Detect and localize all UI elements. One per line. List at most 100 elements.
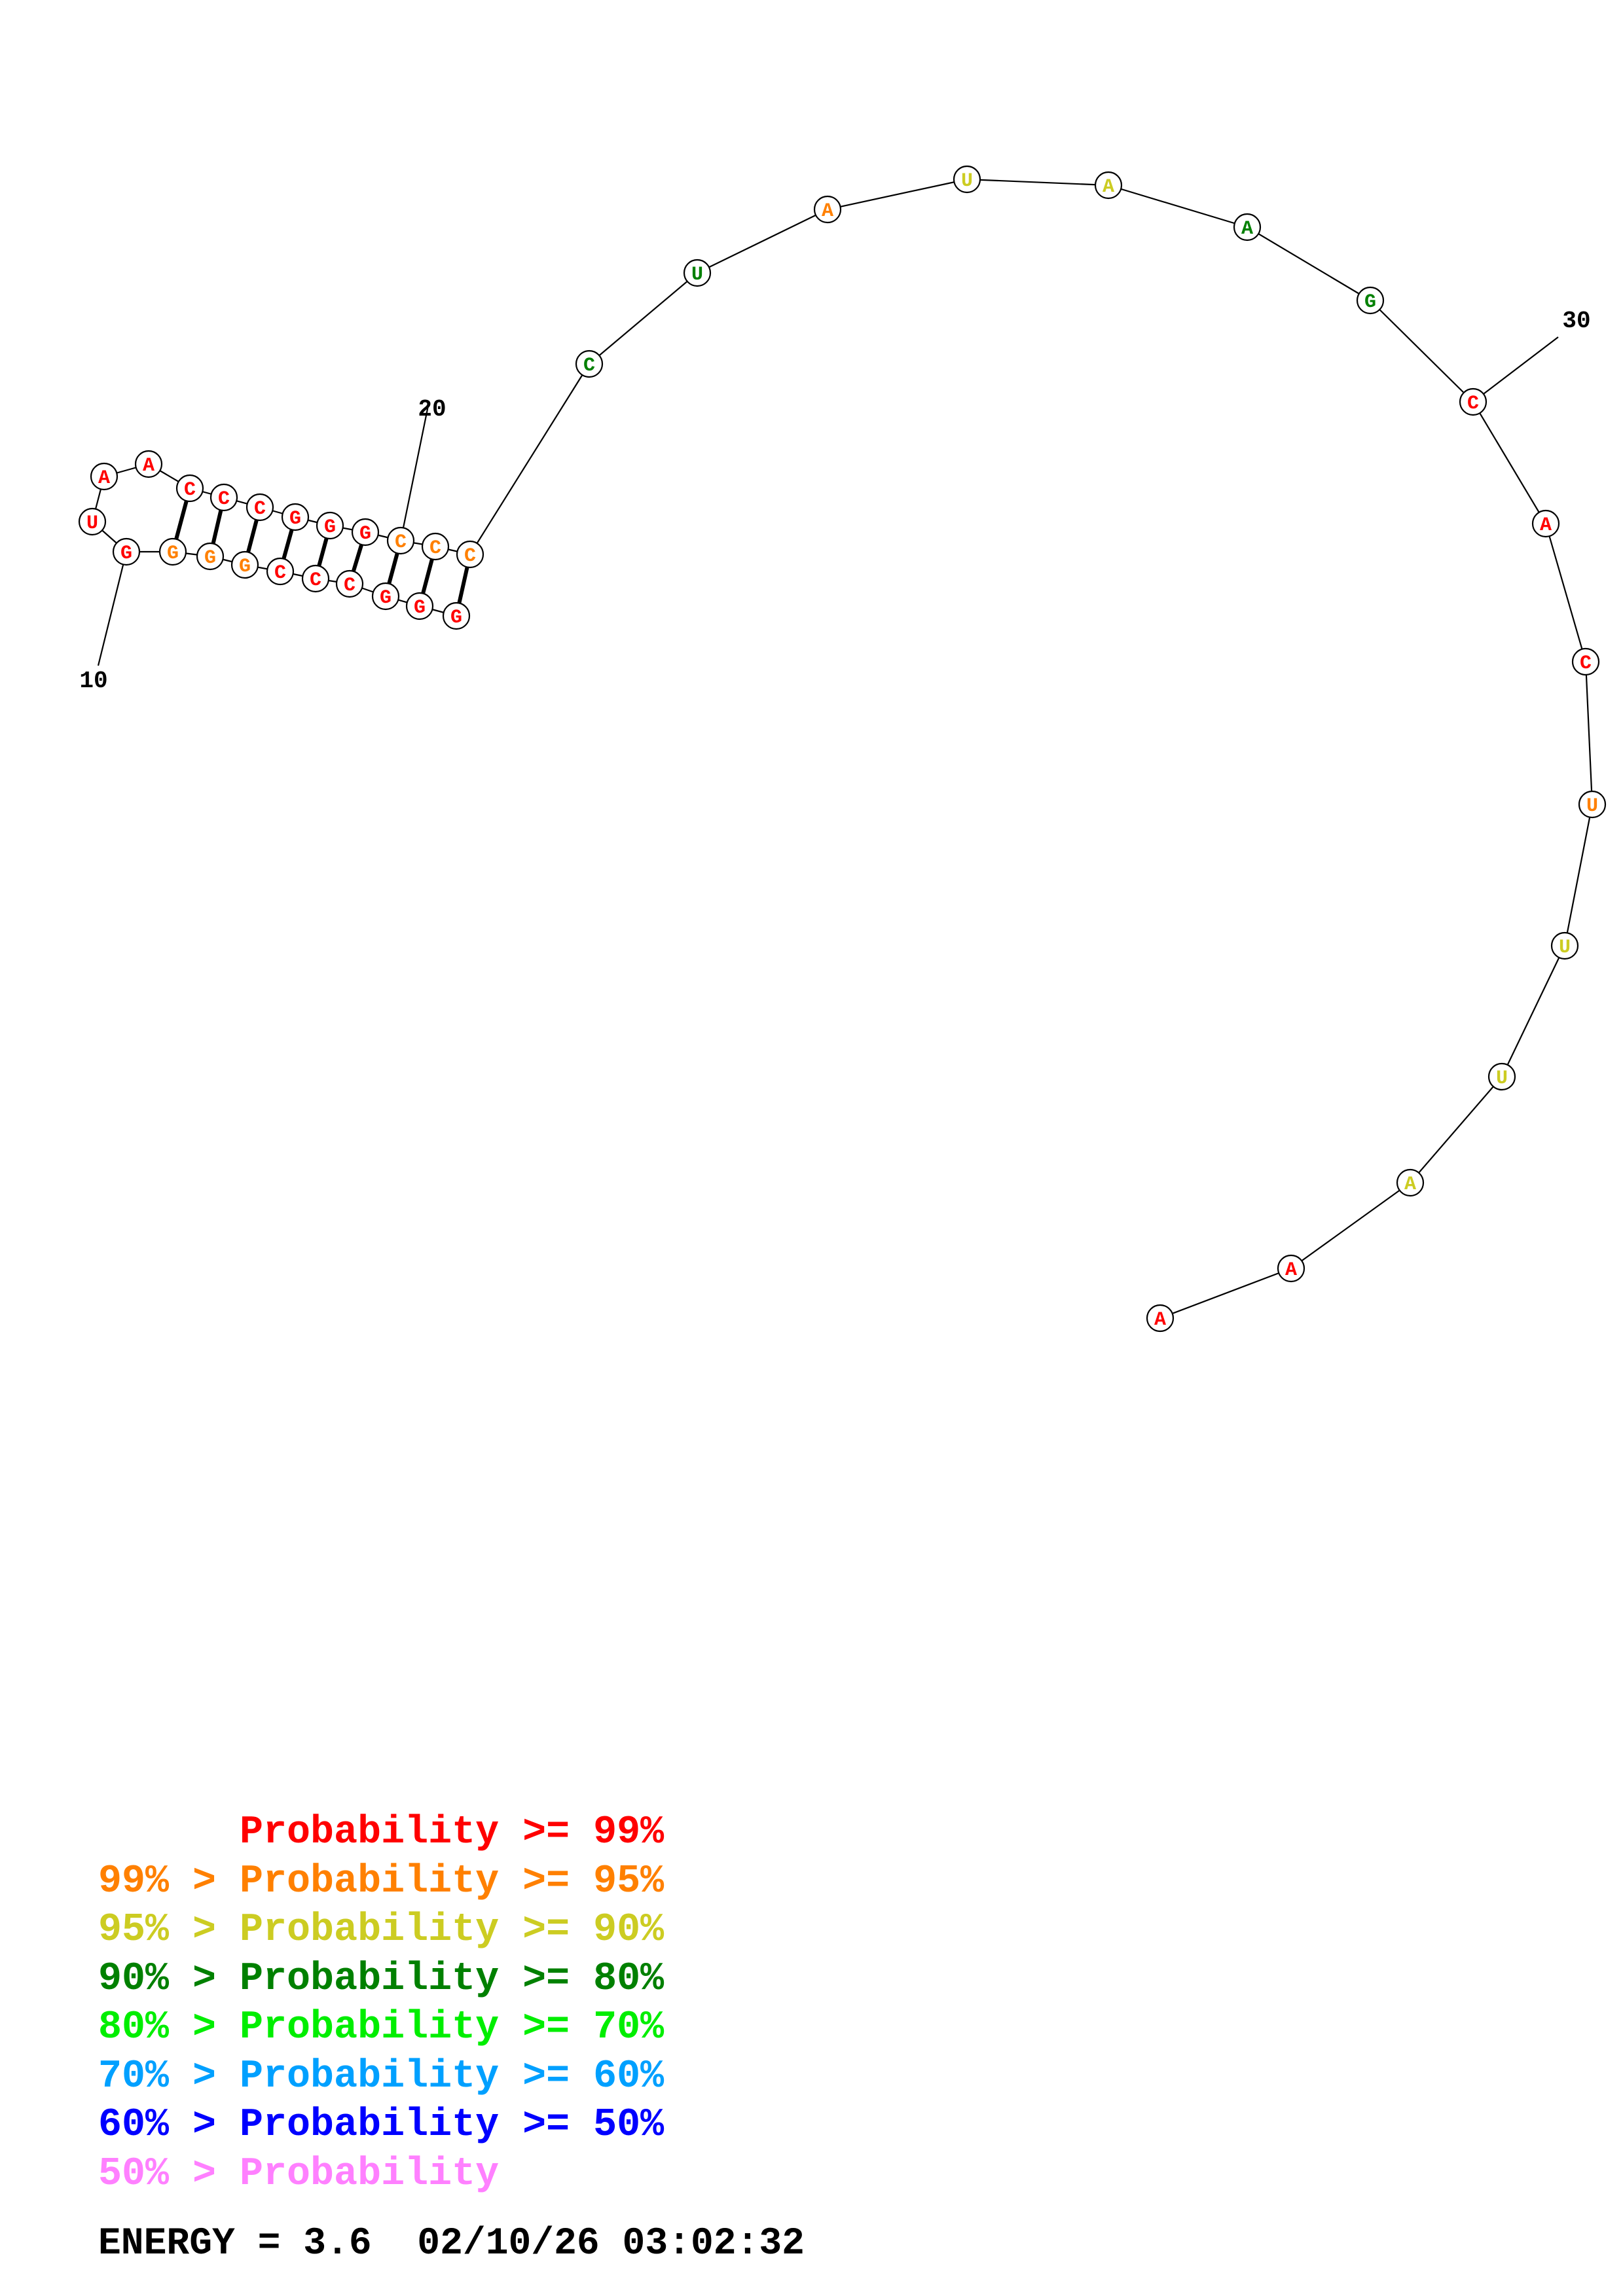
nucleotide-circle [230,550,259,579]
nucleotide-base: U [86,512,98,535]
legend-entry: Probability >= 99% [98,1810,665,1855]
backbone-segment [697,209,828,274]
nucleotide-base: C [429,537,441,560]
nucleotide: U [1550,931,1579,960]
backbone-segment [827,178,968,211]
legend-entry: 70% > Probability >= 60% [98,2054,665,2099]
nucleotide-circle [351,518,380,547]
nucleotide: C [1571,647,1600,676]
nucleotide-circle [1531,509,1560,538]
backbone-segment [1247,226,1371,301]
nucleotide-base: C [344,575,356,597]
nucleotide-base: A [1285,1259,1297,1282]
nucleotide-circle [1578,790,1607,819]
legend-entry: 50% > Probability [98,2151,500,2197]
nucleotide: U [953,165,981,194]
nucleotide-base: U [1496,1067,1508,1090]
nucleotide-base: C [184,479,196,501]
nucleotide-circle [813,195,842,224]
nucleotide-base: C [464,545,476,567]
nucleotide: C [301,564,330,593]
nucleotide: G [371,582,400,611]
nucleotide-circle [335,569,364,598]
nucleotide-circle [112,537,141,566]
nucleotide-base: G [380,587,392,609]
nucleotide: G [442,601,471,630]
nucleotide: G [351,518,380,547]
nucleotide-circle [1487,1062,1516,1091]
backbone-lines [91,178,1594,1319]
nucleotide-circle [1356,286,1385,315]
nucleotide-base: C [583,355,595,377]
nucleotide: C [575,350,604,378]
nucleotide-circle [134,450,163,478]
nucleotide: A [134,450,163,478]
nucleotide-circle [316,511,344,540]
nucleotide: A [1094,171,1123,200]
nucleotide: U [1487,1062,1516,1091]
nucleotide: C [210,483,238,512]
nucleotide-circle [1459,387,1487,416]
position-tick-line [1472,336,1559,403]
nucleotide-base: U [691,264,703,286]
nucleotide-base: G [1364,291,1376,314]
nucleotide-base: C [1467,393,1479,415]
nucleotide-base: A [1241,218,1253,240]
base-pair-bond [457,566,469,604]
backbone-segment [589,272,698,365]
backbone-segment [1584,661,1594,805]
nucleotide-circle [1571,647,1600,676]
legend-entry: 60% > Probability >= 50% [98,2103,665,2147]
nucleotide-circle [210,483,238,512]
nucleotide: A [90,462,119,491]
nucleotide-circle [1550,931,1579,960]
nucleotide-circle [953,165,981,194]
nucleotide: G [112,537,141,566]
nucleotide-base: A [143,455,155,477]
nucleotide-circle [456,540,484,569]
nucleotide: C [266,557,295,586]
nucleotide-base: C [310,569,321,592]
nucleotide-circle [1146,1304,1175,1333]
nucleotide-base: C [395,531,407,554]
nucleotide: G [405,592,434,620]
backbone-segment [966,178,1109,187]
nucleotide-base: G [167,543,179,565]
nucleotide-base: A [822,200,833,223]
backbone-segment [1501,945,1565,1077]
energy-timestamp: ENERGY = 3.6 02/10/26 03:02:32 [98,2223,805,2265]
nucleotide: A [1531,509,1560,538]
nucleotide-base: U [1586,795,1598,817]
backbone-segment [1472,401,1546,524]
nucleotide: G [158,537,187,566]
nucleotide-base: G [120,543,132,565]
position-label: 20 [418,396,446,423]
backbone-segment [1544,523,1587,662]
nucleotide-circle [1277,1254,1305,1283]
nucleotide: A [1146,1304,1175,1333]
nucleotide-circle [158,537,187,566]
nucleotide-circle [683,259,712,287]
nucleotide-circle [90,462,119,491]
nucleotide-base: G [359,523,371,545]
nucleotide: C [421,532,450,561]
base-pair-bond [421,558,434,594]
position-tick-line [399,402,430,541]
nucleotide-base: C [254,498,266,520]
nucleotide-base: A [1404,1174,1416,1196]
base-pair-bonds [174,500,469,604]
nucleotide-base: C [1580,653,1592,675]
nucleotide-base: G [239,556,251,578]
base-pair-bond [282,529,294,560]
nucleotide-circle [281,503,310,531]
nucleotide: U [683,259,712,287]
position-label: 30 [1562,308,1590,334]
nucleotide-circle [442,601,471,630]
nucleotide: A [813,195,842,224]
backbone-segment [1563,804,1594,946]
nucleotide-base: G [289,508,301,530]
backbone-segment [1370,300,1474,403]
legend-entry: 95% > Probability >= 90% [98,1908,665,1952]
position-tick-line [97,551,128,666]
